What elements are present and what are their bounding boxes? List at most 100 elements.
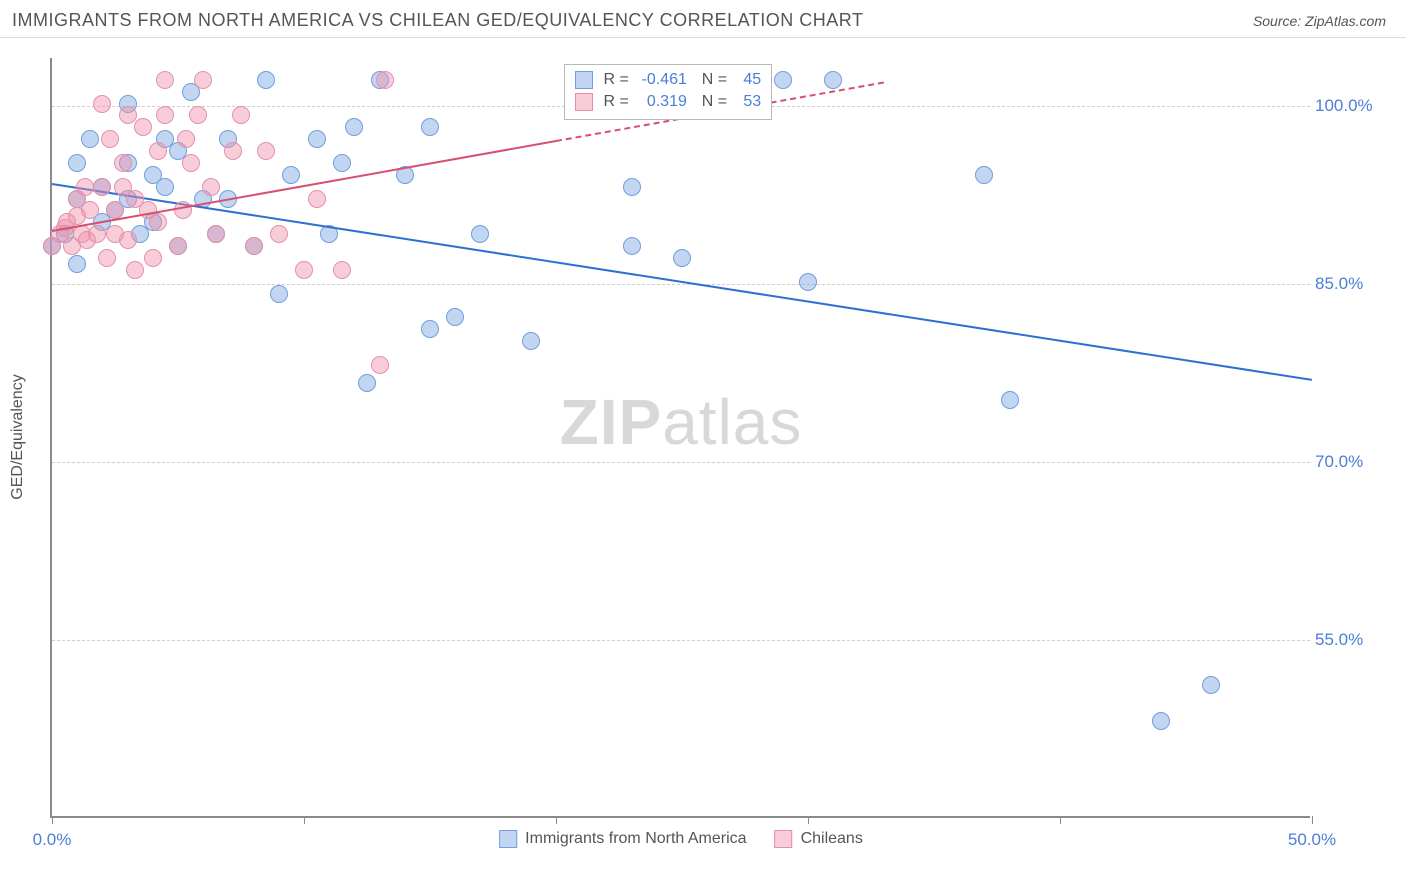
y-tick-label: 55.0% bbox=[1315, 630, 1395, 650]
data-point-na bbox=[68, 154, 86, 172]
data-point-na bbox=[623, 237, 641, 255]
data-point-na bbox=[623, 178, 641, 196]
data-point-cl bbox=[174, 201, 192, 219]
data-point-cl bbox=[308, 190, 326, 208]
data-point-cl bbox=[93, 95, 111, 113]
data-point-na bbox=[156, 178, 174, 196]
legend-stats-row-cl: R = 0.319 N = 53 bbox=[575, 91, 761, 113]
y-tick-label: 70.0% bbox=[1315, 452, 1395, 472]
legend-label-na: Immigrants from North America bbox=[525, 830, 746, 848]
watermark: ZIPatlas bbox=[560, 385, 803, 459]
watermark-left: ZIP bbox=[560, 386, 663, 458]
chart-header: IMMIGRANTS FROM NORTH AMERICA VS CHILEAN… bbox=[0, 0, 1406, 38]
data-point-na bbox=[308, 130, 326, 148]
data-point-cl bbox=[232, 106, 250, 124]
trend-line-na bbox=[52, 183, 1312, 381]
data-point-cl bbox=[371, 356, 389, 374]
data-point-cl bbox=[257, 142, 275, 160]
data-point-na bbox=[673, 249, 691, 267]
data-point-na bbox=[282, 166, 300, 184]
stats-r-cl: 0.319 bbox=[635, 91, 687, 113]
data-point-cl bbox=[88, 225, 106, 243]
stats-r-label: R = bbox=[599, 91, 629, 113]
stats-r-label: R = bbox=[599, 69, 629, 91]
data-point-cl bbox=[189, 106, 207, 124]
data-point-na bbox=[1152, 712, 1170, 730]
data-point-na bbox=[774, 71, 792, 89]
data-point-na bbox=[81, 130, 99, 148]
data-point-cl bbox=[270, 225, 288, 243]
data-point-cl bbox=[156, 71, 174, 89]
data-point-cl bbox=[149, 213, 167, 231]
data-point-na bbox=[421, 320, 439, 338]
data-point-cl bbox=[245, 237, 263, 255]
gridline bbox=[52, 640, 1310, 641]
data-point-na bbox=[1001, 391, 1019, 409]
x-tick bbox=[1312, 816, 1313, 824]
data-point-cl bbox=[76, 178, 94, 196]
stats-n-label: N = bbox=[693, 69, 727, 91]
data-point-na bbox=[975, 166, 993, 184]
data-point-cl bbox=[202, 178, 220, 196]
gridline bbox=[52, 284, 1310, 285]
data-point-na bbox=[270, 285, 288, 303]
x-tick-label: 0.0% bbox=[33, 830, 72, 850]
data-point-cl bbox=[376, 71, 394, 89]
data-point-cl bbox=[182, 154, 200, 172]
x-tick bbox=[1060, 816, 1061, 824]
data-point-na bbox=[446, 308, 464, 326]
data-point-cl bbox=[207, 225, 225, 243]
data-point-cl bbox=[156, 106, 174, 124]
data-point-cl bbox=[169, 237, 187, 255]
data-point-na bbox=[824, 71, 842, 89]
y-axis-title: GED/Equivalency bbox=[9, 374, 27, 499]
data-point-cl bbox=[149, 142, 167, 160]
x-tick bbox=[808, 816, 809, 824]
x-tick bbox=[52, 816, 53, 824]
legend-swatch-cl bbox=[775, 830, 793, 848]
y-tick-label: 85.0% bbox=[1315, 274, 1395, 294]
data-point-cl bbox=[144, 249, 162, 267]
watermark-right: atlas bbox=[662, 386, 802, 458]
data-point-na bbox=[257, 71, 275, 89]
data-point-na bbox=[345, 118, 363, 136]
data-point-cl bbox=[134, 118, 152, 136]
legend-item-na: Immigrants from North America bbox=[499, 830, 746, 848]
legend-label-cl: Chileans bbox=[801, 830, 863, 848]
bottom-legend: Immigrants from North America Chileans bbox=[499, 830, 863, 848]
chart-source: Source: ZipAtlas.com bbox=[1253, 13, 1386, 29]
data-point-cl bbox=[101, 130, 119, 148]
stats-r-na: -0.461 bbox=[635, 69, 687, 91]
legend-stats-row-na: R = -0.461 N = 45 bbox=[575, 69, 761, 91]
plot-region: GED/Equivalency ZIPatlas Immigrants from… bbox=[50, 58, 1310, 818]
data-point-cl bbox=[119, 106, 137, 124]
data-point-cl bbox=[194, 71, 212, 89]
x-tick bbox=[556, 816, 557, 824]
data-point-cl bbox=[177, 130, 195, 148]
data-point-na bbox=[522, 332, 540, 350]
data-point-na bbox=[799, 273, 817, 291]
chart-area: GED/Equivalency ZIPatlas Immigrants from… bbox=[0, 38, 1406, 848]
data-point-cl bbox=[81, 201, 99, 219]
data-point-cl bbox=[98, 249, 116, 267]
data-point-na bbox=[358, 374, 376, 392]
x-tick-label: 50.0% bbox=[1288, 830, 1336, 850]
data-point-na bbox=[1202, 676, 1220, 694]
data-point-na bbox=[333, 154, 351, 172]
data-point-cl bbox=[114, 154, 132, 172]
data-point-cl bbox=[224, 142, 242, 160]
stats-n-label: N = bbox=[693, 91, 727, 113]
gridline bbox=[52, 462, 1310, 463]
data-point-cl bbox=[295, 261, 313, 279]
y-tick-label: 100.0% bbox=[1315, 96, 1395, 116]
data-point-na bbox=[421, 118, 439, 136]
chart-title: IMMIGRANTS FROM NORTH AMERICA VS CHILEAN… bbox=[12, 10, 863, 31]
data-point-cl bbox=[333, 261, 351, 279]
stats-swatch-na bbox=[575, 71, 593, 89]
stats-n-na: 45 bbox=[733, 69, 761, 91]
legend-swatch-na bbox=[499, 830, 517, 848]
data-point-cl bbox=[119, 231, 137, 249]
stats-swatch-cl bbox=[575, 93, 593, 111]
data-point-cl bbox=[93, 178, 111, 196]
legend-stats-box: R = -0.461 N = 45 R = 0.319 N = 53 bbox=[564, 64, 772, 120]
